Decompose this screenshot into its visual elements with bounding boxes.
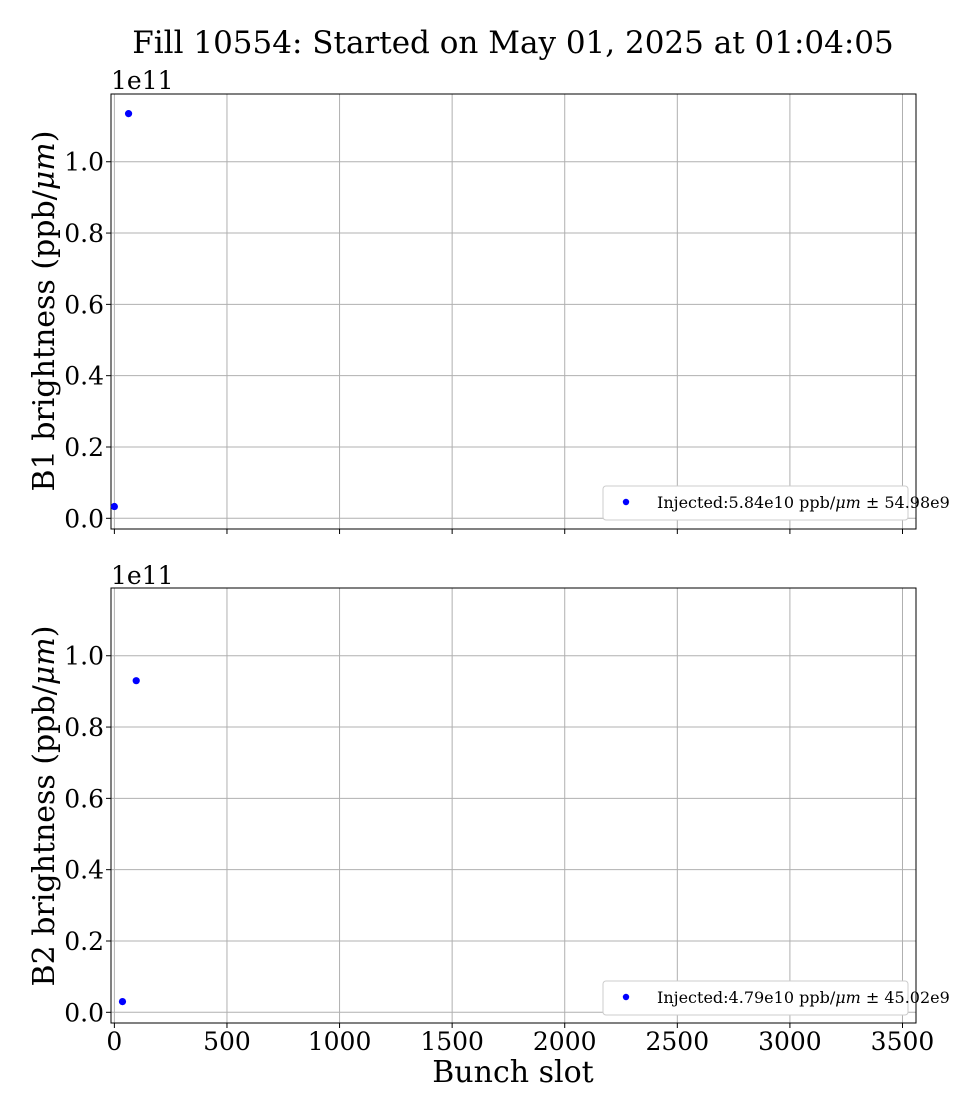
data-point-b2 <box>132 677 140 685</box>
axes-frame-b1 <box>110 93 917 530</box>
y-tick-label-b1: 0.6 <box>64 290 104 319</box>
y-tick-label-b1: 1.0 <box>64 148 104 177</box>
axes-frame-b2 <box>110 587 917 1024</box>
x-tick-label: 2500 <box>646 1027 710 1056</box>
legend-label-b1: Injected:5.84e10 ppb/μm ± 54.98e9 <box>657 493 950 512</box>
panel-b1: 0.0 0.2 0.4 0.6 0.8 1.0 1e11 B1 brightness (p… <box>27 66 950 534</box>
ticks-b1: 0.0 0.2 0.4 0.6 0.8 1.0 <box>64 148 903 534</box>
legend-marker-b1 <box>622 498 630 506</box>
x-axis-label: Bunch slot <box>432 1055 593 1090</box>
data-point-b1 <box>124 110 133 118</box>
x-tick-label: 1000 <box>308 1027 372 1056</box>
points-b2 <box>118 677 140 1006</box>
x-tick-label: 0 <box>106 1027 122 1056</box>
x-tick-label: 500 <box>203 1027 251 1056</box>
legend-box-b2 <box>602 980 909 1016</box>
legend-b2: Injected:4.79e10 ppb/μm ± 45.02e9 <box>602 980 950 1016</box>
y-tick-label-b2: 0.6 <box>64 784 104 813</box>
y-tick-label-b1: 0.4 <box>64 362 104 391</box>
x-tick-label: 2000 <box>533 1027 597 1056</box>
legend-box-b1 <box>602 485 909 521</box>
chart-title: Fill 10554: Started on May 01, 2025 at 0… <box>132 25 894 61</box>
data-point-b1 <box>110 502 118 511</box>
legend-b1: Injected:5.84e10 ppb/μm ± 54.98e9 <box>602 485 950 521</box>
points-b1 <box>110 110 133 511</box>
y-tick-label-b1: 0.0 <box>64 504 104 533</box>
offset-text-b1: 1e11 <box>111 66 174 95</box>
y-axis-label-b2: B2 brightness (ppb/μm) <box>27 626 62 987</box>
grid-b1 <box>111 94 916 529</box>
y-tick-label-b2: 0.4 <box>64 856 104 885</box>
data-point-b2 <box>118 998 127 1006</box>
y-tick-label-b2: 0.8 <box>64 713 104 742</box>
x-tick-label: 3000 <box>758 1027 822 1056</box>
y-tick-label-b1: 0.8 <box>64 219 104 248</box>
ticks-b2: 0 500 1000 1500 2000 2500 3000 3500 0.0 0.2 0.4 0.6… <box>64 642 934 1056</box>
x-tick-label: 1500 <box>420 1027 484 1056</box>
legend-label-b2: Injected:4.79e10 ppb/μm ± 45.02e9 <box>657 988 950 1007</box>
offset-text-b2: 1e11 <box>111 561 174 590</box>
legend-marker-b2 <box>622 993 630 1001</box>
y-tick-label-b1: 0.2 <box>64 433 104 462</box>
y-tick-label-b2: 1.0 <box>64 642 104 671</box>
y-tick-label-b2: 0.0 <box>64 998 104 1027</box>
y-tick-label-b2: 0.2 <box>64 927 104 956</box>
panel-b2: 0 500 1000 1500 2000 2500 3000 3500 0.0 0.2 0.4 0.6… <box>27 561 950 1090</box>
x-tick-label: 3500 <box>871 1027 935 1056</box>
y-axis-label-b1: B1 brightness (ppb/μm) <box>27 131 62 492</box>
grid-b2 <box>111 588 916 1023</box>
